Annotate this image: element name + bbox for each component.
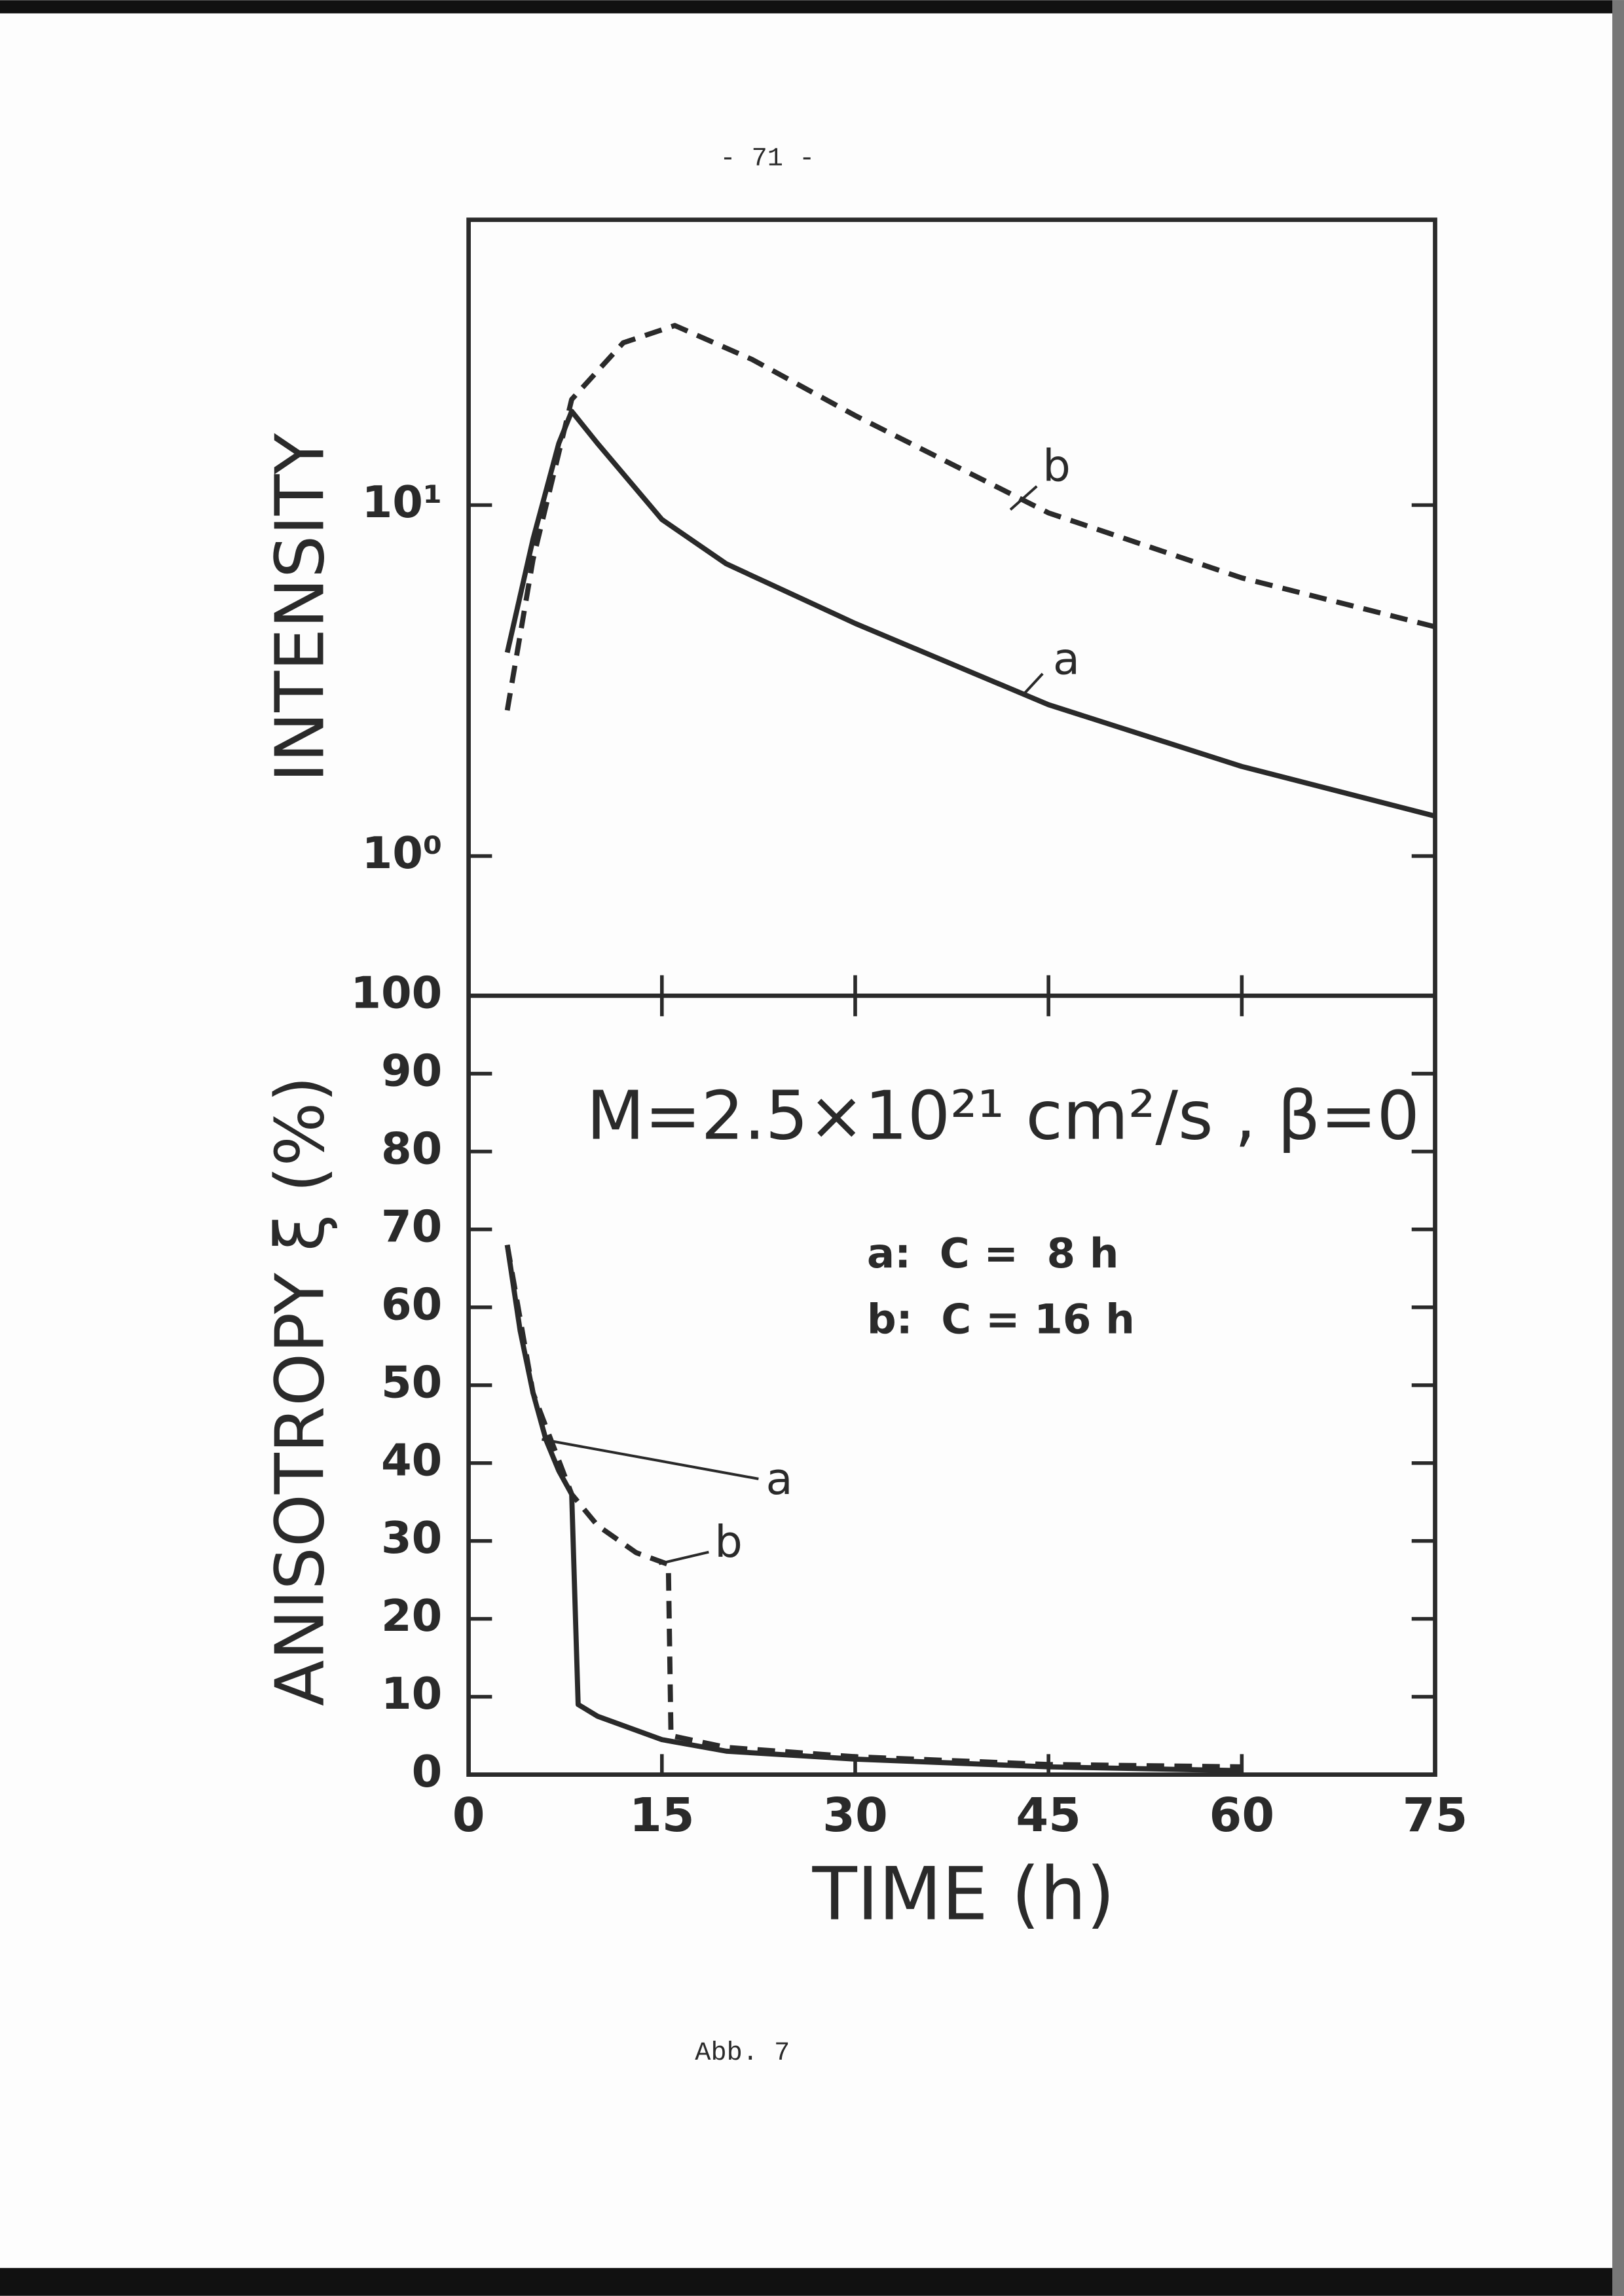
y-tick-label: 10⁰	[362, 828, 443, 879]
y-tick-label: 50	[381, 1357, 442, 1408]
y-tick-label: 90	[381, 1045, 442, 1096]
caption: Abb. 7	[695, 2038, 790, 2068]
series-label: a	[766, 1453, 793, 1504]
x-tick-label: 60	[1209, 1788, 1275, 1842]
page-number: - 71 -	[720, 143, 815, 173]
y-axis-title: INTENSITY	[261, 432, 339, 782]
y-axis-title: ANISOTROPY ξ (%)	[261, 1076, 339, 1705]
leader-line	[1024, 672, 1044, 694]
y-tick-label: 10	[381, 1668, 442, 1719]
x-tick-label: 45	[1016, 1788, 1081, 1842]
y-tick-label: 60	[381, 1279, 442, 1330]
series-label: b	[714, 1516, 743, 1567]
x-tick-label: 30	[822, 1788, 888, 1842]
series-label: a	[1053, 634, 1080, 685]
y-tick-label: 40	[381, 1434, 442, 1485]
series-line	[504, 409, 1436, 819]
x-tick-label: 75	[1403, 1788, 1468, 1842]
x-tick-label: 15	[629, 1788, 695, 1842]
annotation: b: C = 16 h	[867, 1296, 1135, 1343]
y-tick-label: 100	[350, 967, 442, 1018]
leader-line	[542, 1438, 759, 1480]
y-tick-label: 70	[381, 1201, 442, 1252]
annotation: M=2.5×10²¹ cm²/s , β=0	[587, 1077, 1420, 1155]
series-line	[504, 323, 1436, 711]
scan-border	[0, 0, 1624, 14]
y-tick-label: 20	[381, 1590, 442, 1641]
scan-border	[1612, 0, 1624, 2296]
y-tick-label: 30	[381, 1512, 442, 1563]
annotation: a: C = 8 h	[867, 1230, 1119, 1277]
scan-border	[0, 2268, 1624, 2296]
series-label: b	[1043, 440, 1071, 491]
y-tick-label: 10¹	[362, 477, 443, 528]
x-tick-label: 0	[452, 1788, 485, 1842]
y-tick-label: 0	[412, 1746, 443, 1797]
y-tick-label: 80	[381, 1123, 442, 1174]
x-axis-title: TIME (h)	[811, 1851, 1115, 1937]
